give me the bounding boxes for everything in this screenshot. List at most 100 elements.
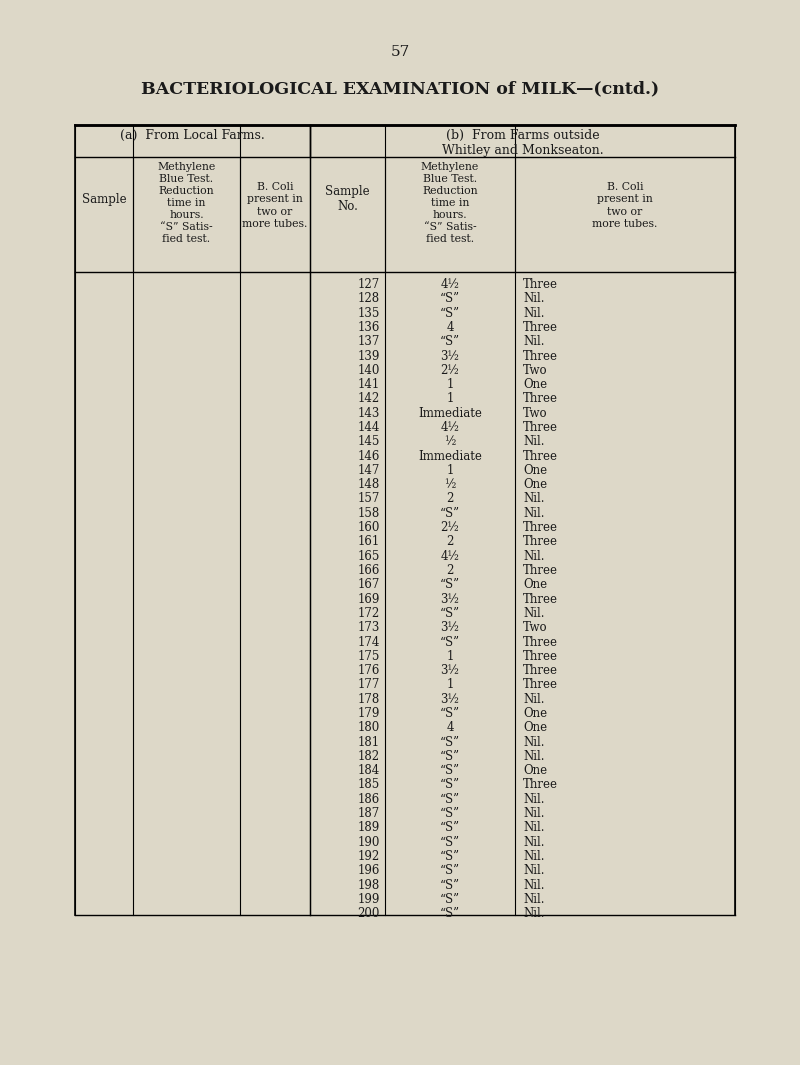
Text: Three: Three — [523, 421, 558, 435]
Text: Nil.: Nil. — [523, 436, 545, 448]
Text: One: One — [523, 464, 547, 477]
Text: Three: Three — [523, 678, 558, 691]
Text: Nil.: Nil. — [523, 335, 545, 348]
Text: 172: 172 — [358, 607, 380, 620]
Text: 3½: 3½ — [441, 592, 459, 606]
Text: Immediate: Immediate — [418, 407, 482, 420]
Text: 3½: 3½ — [441, 349, 459, 362]
Text: “S”: “S” — [440, 779, 460, 791]
Text: “S”: “S” — [440, 707, 460, 720]
Text: “S”: “S” — [440, 821, 460, 834]
Text: 2½: 2½ — [441, 364, 459, 377]
Text: 141: 141 — [358, 378, 380, 391]
Text: 3½: 3½ — [441, 692, 459, 706]
Text: 180: 180 — [358, 721, 380, 734]
Text: 127: 127 — [358, 278, 380, 291]
Text: “S”: “S” — [440, 879, 460, 891]
Text: Three: Three — [523, 349, 558, 362]
Text: 140: 140 — [358, 364, 380, 377]
Text: “S”: “S” — [440, 736, 460, 749]
Text: 173: 173 — [358, 621, 380, 634]
Text: 186: 186 — [358, 792, 380, 806]
Text: 144: 144 — [358, 421, 380, 435]
Text: “S”: “S” — [440, 836, 460, 849]
Text: Nil.: Nil. — [523, 750, 545, 763]
Text: Three: Three — [523, 592, 558, 606]
Text: Three: Three — [523, 779, 558, 791]
Text: Three: Three — [523, 564, 558, 577]
Text: Three: Three — [523, 392, 558, 406]
Text: “S”: “S” — [440, 292, 460, 306]
Text: Three: Three — [523, 536, 558, 548]
Text: Three: Three — [523, 321, 558, 334]
Text: “S”: “S” — [440, 850, 460, 863]
Text: “S”: “S” — [440, 335, 460, 348]
Text: 137: 137 — [358, 335, 380, 348]
Text: 175: 175 — [358, 650, 380, 662]
Text: 157: 157 — [358, 492, 380, 506]
Text: 3½: 3½ — [441, 621, 459, 634]
Text: Three: Three — [523, 665, 558, 677]
Text: “S”: “S” — [440, 636, 460, 649]
Text: One: One — [523, 765, 547, 777]
Text: Two: Two — [523, 621, 548, 634]
Text: 2: 2 — [446, 492, 454, 506]
Text: 145: 145 — [358, 436, 380, 448]
Text: 189: 189 — [358, 821, 380, 834]
Text: 190: 190 — [358, 836, 380, 849]
Text: Three: Three — [523, 650, 558, 662]
Text: 167: 167 — [358, 578, 380, 591]
Text: Two: Two — [523, 407, 548, 420]
Text: 4: 4 — [446, 321, 454, 334]
Text: 128: 128 — [358, 292, 380, 306]
Text: 179: 179 — [358, 707, 380, 720]
Text: 160: 160 — [358, 521, 380, 535]
Text: “S”: “S” — [440, 807, 460, 820]
Text: Nil.: Nil. — [523, 307, 545, 320]
Text: 135: 135 — [358, 307, 380, 320]
Text: 143: 143 — [358, 407, 380, 420]
Text: 165: 165 — [358, 550, 380, 562]
Text: 147: 147 — [358, 464, 380, 477]
Text: 139: 139 — [358, 349, 380, 362]
Text: “S”: “S” — [440, 892, 460, 906]
Text: Three: Three — [523, 278, 558, 291]
Text: 184: 184 — [358, 765, 380, 777]
Text: 166: 166 — [358, 564, 380, 577]
Text: Immediate: Immediate — [418, 449, 482, 462]
Text: “S”: “S” — [440, 607, 460, 620]
Text: 158: 158 — [358, 507, 380, 520]
Text: One: One — [523, 578, 547, 591]
Text: BACTERIOLOGICAL EXAMINATION of MILK—(cntd.): BACTERIOLOGICAL EXAMINATION of MILK—(cnt… — [141, 80, 659, 97]
Text: B. Coli
present in
two or
more tubes.: B. Coli present in two or more tubes. — [592, 182, 658, 229]
Text: 178: 178 — [358, 692, 380, 706]
Text: “S”: “S” — [440, 907, 460, 920]
Text: Nil.: Nil. — [523, 892, 545, 906]
Text: Nil.: Nil. — [523, 736, 545, 749]
Text: Nil.: Nil. — [523, 907, 545, 920]
Text: 174: 174 — [358, 636, 380, 649]
Text: 176: 176 — [358, 665, 380, 677]
Text: Sample
No.: Sample No. — [325, 184, 370, 213]
Text: Nil.: Nil. — [523, 836, 545, 849]
Text: “S”: “S” — [440, 578, 460, 591]
Text: 181: 181 — [358, 736, 380, 749]
Text: Nil.: Nil. — [523, 821, 545, 834]
Text: Nil.: Nil. — [523, 850, 545, 863]
Text: “S”: “S” — [440, 792, 460, 806]
Text: Nil.: Nil. — [523, 807, 545, 820]
Text: Nil.: Nil. — [523, 879, 545, 891]
Text: 4: 4 — [446, 721, 454, 734]
Text: Nil.: Nil. — [523, 792, 545, 806]
Text: Methylene
Blue Test.
Reduction
time in
hours.
“S” Satis-
fied test.: Methylene Blue Test. Reduction time in h… — [421, 162, 479, 244]
Text: 192: 192 — [358, 850, 380, 863]
Text: 198: 198 — [358, 879, 380, 891]
Text: “S”: “S” — [440, 865, 460, 878]
Text: Nil.: Nil. — [523, 292, 545, 306]
Text: Three: Three — [523, 636, 558, 649]
Text: “S”: “S” — [440, 507, 460, 520]
Text: 1: 1 — [446, 678, 454, 691]
Text: 142: 142 — [358, 392, 380, 406]
Text: 1: 1 — [446, 464, 454, 477]
Text: Nil.: Nil. — [523, 607, 545, 620]
